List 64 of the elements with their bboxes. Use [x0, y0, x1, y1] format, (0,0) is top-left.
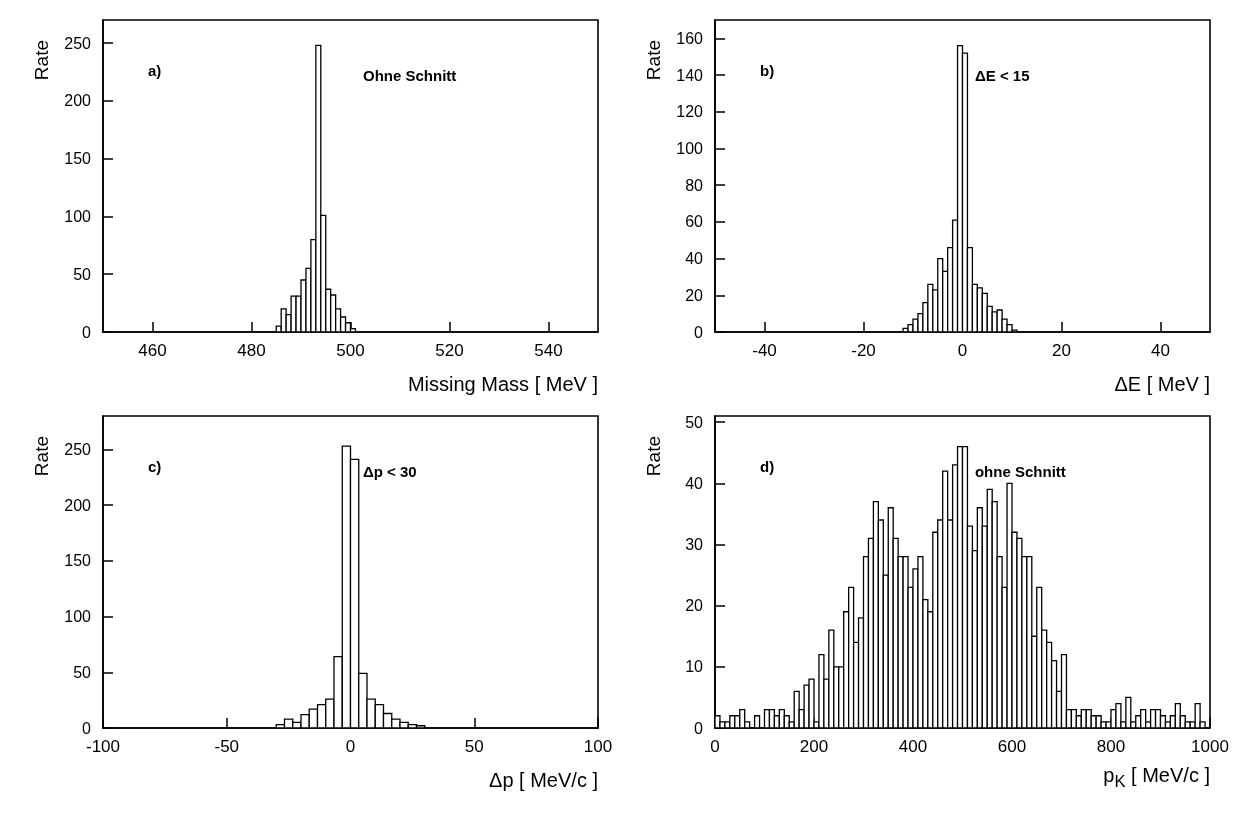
y-tick-label: 150 — [64, 150, 92, 168]
x-tick-label: 480 — [237, 341, 266, 360]
y-tick-label: 50 — [685, 413, 704, 431]
annotation: c) — [148, 458, 162, 475]
x-tick-label: 540 — [534, 341, 563, 360]
y-axis-title: Rate — [643, 40, 664, 81]
x-tick-label: 800 — [1096, 737, 1126, 756]
x-tick-label: 50 — [464, 737, 484, 756]
y-axis-title: Rate — [643, 436, 664, 477]
x-tick-label: -50 — [214, 737, 240, 756]
x-tick-label: 100 — [583, 737, 613, 756]
y-tick-label: 100 — [64, 207, 92, 225]
x-tick-label: 500 — [336, 341, 365, 360]
x-tick-label: -40 — [752, 341, 777, 360]
x-tick-label: 0 — [345, 737, 356, 756]
y-tick-label: 50 — [73, 663, 92, 681]
x-tick-label: 400 — [898, 737, 928, 756]
x-tick-label: -20 — [851, 341, 876, 360]
x-axis-title: Missing Mass [ MeV ] — [407, 373, 598, 396]
x-tick-label: 0 — [710, 737, 720, 756]
y-tick-label: 20 — [685, 597, 704, 615]
y-tick-label: 60 — [685, 213, 704, 231]
annotation: ohne Schnitt — [974, 463, 1066, 480]
y-tick-label: 40 — [685, 474, 704, 492]
x-tick-label: 1000 — [1191, 737, 1229, 756]
y-tick-label: 0 — [82, 719, 92, 737]
x-axis-title: Δp [ MeV/c ] — [489, 769, 598, 792]
annotation: b) — [760, 62, 775, 79]
annotation: a) — [148, 62, 162, 79]
x-axis-title: p$_{K}$ [ MeV/c ] — [1103, 764, 1210, 792]
y-tick-label: 40 — [685, 250, 704, 268]
annotation: Δp < 30 — [362, 463, 417, 480]
y-tick-label: 100 — [676, 139, 704, 157]
y-tick-label: 100 — [64, 608, 92, 626]
y-tick-label: 10 — [685, 658, 704, 676]
x-tick-label: 0 — [957, 341, 968, 360]
y-tick-label: 200 — [64, 92, 92, 110]
x-tick-label: 460 — [138, 341, 167, 360]
y-axis-title: Rate — [31, 40, 52, 81]
y-tick-label: 200 — [64, 496, 92, 514]
x-tick-label: -100 — [85, 737, 121, 756]
y-tick-label: 20 — [685, 286, 704, 304]
y-tick-label: 80 — [685, 176, 704, 194]
x-tick-label: 600 — [997, 737, 1027, 756]
annotation: d) — [760, 458, 775, 475]
y-tick-label: 140 — [676, 66, 704, 84]
y-tick-label: 30 — [685, 535, 704, 553]
annotation: ΔE < 15 — [974, 67, 1030, 84]
x-tick-label: 40 — [1151, 341, 1170, 360]
x-tick-label: 520 — [435, 341, 464, 360]
x-tick-label: 200 — [799, 737, 829, 756]
y-tick-label: 0 — [694, 719, 704, 737]
y-tick-label: 150 — [64, 552, 92, 570]
x-axis-title: ΔE [ MeV ] — [1114, 373, 1210, 396]
y-tick-label: 0 — [694, 323, 704, 341]
y-tick-label: 50 — [73, 265, 92, 283]
y-tick-label: 250 — [64, 440, 92, 458]
y-tick-label: 0 — [82, 323, 92, 341]
y-tick-label: 250 — [64, 34, 92, 52]
y-tick-label: 160 — [676, 29, 704, 47]
x-tick-label: 20 — [1052, 341, 1071, 360]
y-tick-label: 120 — [676, 103, 704, 121]
y-axis-title: Rate — [31, 436, 52, 477]
annotation: Ohne Schnitt — [362, 67, 457, 84]
